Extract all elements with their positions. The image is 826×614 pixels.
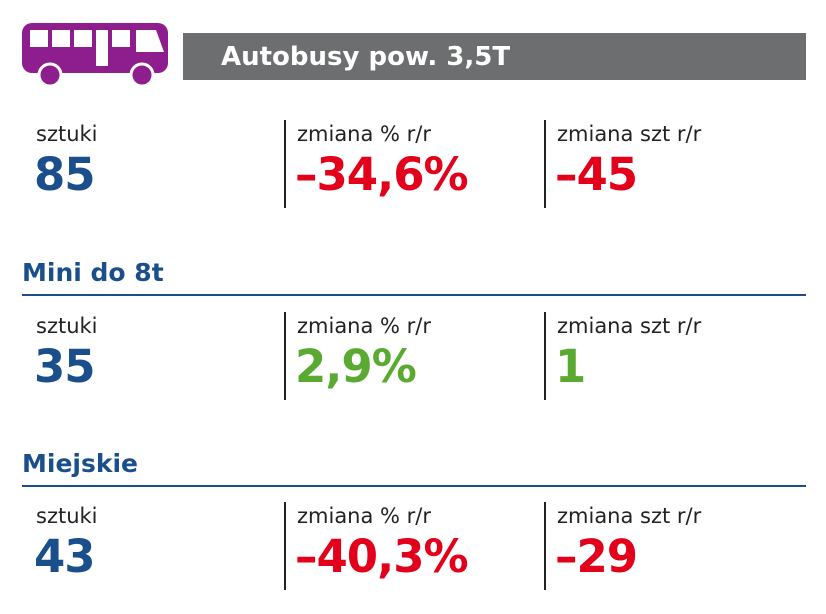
stat-label: sztuki (36, 122, 98, 146)
stat-value: 85 (34, 148, 96, 201)
stat-label: zmiana szt r/r (557, 504, 702, 528)
section-title: Miejskie (22, 449, 139, 478)
divider (284, 120, 286, 208)
stat-label: zmiana % r/r (297, 504, 432, 528)
stat-label: zmiana % r/r (297, 122, 432, 146)
divider (544, 120, 546, 208)
section-title: Mini do 8t (22, 258, 164, 287)
stat-label: zmiana szt r/r (557, 314, 702, 338)
divider (284, 312, 286, 400)
divider (544, 502, 546, 590)
stat-value: 35 (34, 340, 96, 393)
stat-value: –40,3% (295, 530, 469, 583)
stat-value: 1 (555, 340, 586, 393)
stat-value: 2,9% (295, 340, 417, 393)
stat-label: sztuki (36, 504, 98, 528)
title-bar (183, 33, 806, 80)
divider (544, 312, 546, 400)
rule (22, 294, 806, 296)
stat-value: –29 (555, 530, 638, 583)
stat-label: zmiana % r/r (297, 314, 432, 338)
stat-value: –34,6% (295, 148, 469, 201)
title: Autobusy pow. 3,5T (221, 42, 511, 72)
bus-icon (22, 23, 168, 88)
divider (284, 502, 286, 590)
rule (22, 485, 806, 487)
stat-value: 43 (34, 530, 96, 583)
stat-label: zmiana szt r/r (557, 122, 702, 146)
stat-value: –45 (555, 148, 638, 201)
stat-label: sztuki (36, 314, 98, 338)
